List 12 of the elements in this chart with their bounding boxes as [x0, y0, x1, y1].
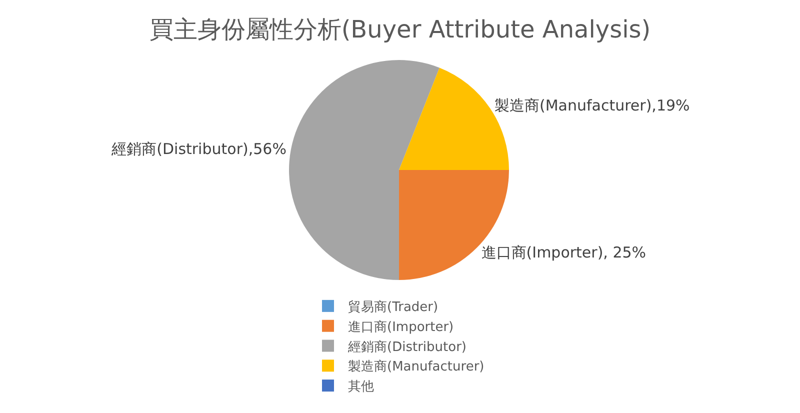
pie-slice — [399, 68, 509, 170]
pie-slice — [399, 170, 509, 280]
pie-slice — [289, 60, 440, 280]
legend-label: 貿易商(Trader) — [348, 300, 438, 316]
chart-title: 買主身份屬性分析(Buyer Attribute Analysis) — [149, 15, 651, 44]
legend-label: 其他 — [348, 380, 374, 395]
data-label: 製造商(Manufacturer),19% — [494, 96, 690, 114]
legend-label: 製造商(Manufacturer) — [348, 360, 484, 375]
legend-label: 經銷商(Distributor) — [347, 340, 466, 355]
legend-label: 進口商(Importer) — [348, 320, 454, 335]
data-label: 經銷商(Distributor),56% — [110, 140, 286, 158]
data-label: 進口商(Importer), 25% — [481, 243, 646, 262]
